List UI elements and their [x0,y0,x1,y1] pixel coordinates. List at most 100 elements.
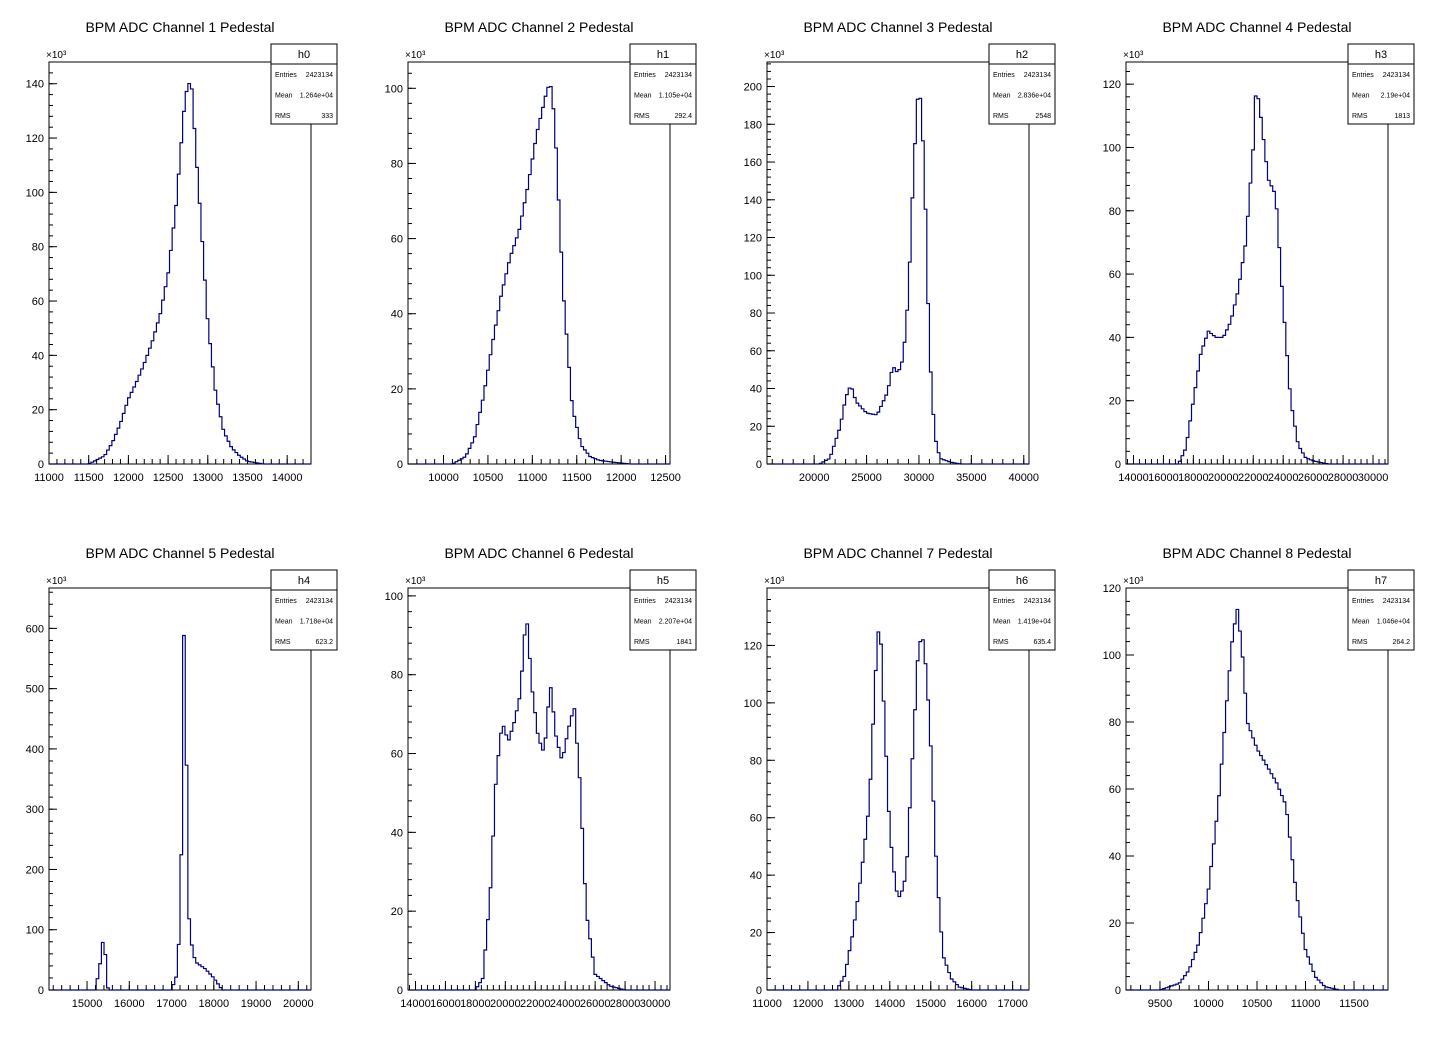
stats-row-label: RMS [1352,113,1368,120]
y-tick-label: 60 [391,234,403,246]
y-exponent-label: ×10³ [46,50,67,61]
y-tick-label: 500 [26,684,44,696]
histogram-line [1126,95,1388,465]
stats-row-value: 2423134 [665,72,692,79]
y-tick-label: 80 [391,158,403,170]
stats-row-value: 1.718e+04 [300,619,333,626]
y-tick-label: 0 [756,985,762,997]
stats-row-label: Entries [993,72,1015,79]
y-tick-label: 40 [750,870,762,882]
x-tick-label: 13000 [834,998,865,1010]
plot-frame [48,61,312,465]
x-tick-label: 28000 [610,998,641,1010]
x-tick-label: 18000 [1178,472,1209,484]
x-tick-label: 13500 [232,472,263,484]
stats-row-value: 2423134 [1024,598,1051,605]
y-tick-label: 200 [744,82,762,94]
y-tick-label: 180 [744,119,762,131]
histogram-panel: BPM ADC Channel 3 Pedestal ×10³ 20000 25000… [744,19,1056,484]
x-tick-label: 11000 [517,472,547,484]
x-tick-label: 10500 [1242,998,1273,1010]
y-tick-label: 160 [744,157,762,169]
y-tick-label: 40 [391,827,403,839]
stats-row-value: 333 [321,113,333,120]
histogram-panel: BPM ADC Channel 5 Pedestal ×10³ 15000 16000… [26,545,338,1010]
stats-row-value: 1.419e+04 [1018,619,1051,626]
y-tick-label: 20 [1109,396,1121,408]
stats-box [270,43,338,125]
x-tick-label: 14000 [272,472,303,484]
y-exponent-label: ×10³ [764,576,785,587]
x-tick-label: 26000 [1298,472,1329,484]
x-tick-label: 20000 [799,472,830,484]
x-tick-label: 25000 [851,472,882,484]
x-tick-label: 10000 [1193,998,1224,1010]
x-tick-label: 11500 [1339,998,1369,1010]
stats-row-value: 2.19e+04 [1381,93,1410,100]
chart-title: BPM ADC Channel 3 Pedestal [803,19,992,35]
y-tick-label: 40 [750,384,762,396]
y-tick-label: 300 [26,804,44,816]
y-tick-label: 20 [391,906,403,918]
x-tick-label: 12500 [650,472,681,484]
y-exponent-label: ×10³ [1123,576,1144,587]
y-tick-label: 80 [750,308,762,320]
x-tick-label: 16000 [430,998,461,1010]
stats-row-value: 1.264e+04 [300,93,333,100]
chart-title: BPM ADC Channel 1 Pedestal [85,19,274,35]
y-tick-label: 0 [756,459,762,471]
x-tick-label: 10500 [473,472,504,484]
stats-row-value: 2423134 [306,72,333,79]
y-tick-label: 600 [26,623,44,635]
stats-box-name: h7 [1375,575,1387,587]
stats-row-value: 1841 [676,639,692,646]
stats-row-label: Mean [634,619,652,626]
chart-title: BPM ADC Channel 2 Pedestal [444,19,633,35]
y-tick-label: 60 [1109,784,1121,796]
x-tick-label: 20000 [490,998,521,1010]
x-tick-label: 24000 [1268,472,1299,484]
y-tick-label: 0 [1115,459,1121,471]
histogram-panel: BPM ADC Channel 1 Pedestal ×10³ 11000 11500… [26,19,338,484]
x-tick-label: 15000 [72,998,103,1010]
x-tick-label: 22000 [1238,472,1269,484]
x-tick-label: 13000 [192,472,223,484]
y-tick-label: 100 [26,925,44,937]
stats-box [1347,43,1415,125]
y-exponent-label: ×10³ [405,576,426,587]
stats-box-name: h2 [1016,49,1028,61]
stats-box-name: h4 [298,575,310,587]
stats-row-value: 623.2 [315,639,333,646]
x-tick-label: 16000 [114,998,145,1010]
y-tick-label: 20 [750,421,762,433]
histogram-line [408,86,670,465]
stats-row-label: RMS [275,113,291,120]
histogram-line [767,97,1029,465]
x-tick-label: 40000 [1008,472,1039,484]
y-tick-label: 80 [391,670,403,682]
y-tick-label: 20 [32,405,44,417]
y-tick-label: 120 [744,640,762,652]
y-exponent-label: ×10³ [405,50,426,61]
plot-frame [407,587,671,991]
histogram-panel: BPM ADC Channel 6 Pedestal ×10³ 14000 16000… [385,545,697,1010]
stats-row-label: Mean [993,619,1011,626]
stats-box [629,43,697,125]
stats-box [1347,569,1415,651]
y-tick-label: 0 [397,985,403,997]
x-tick-label: 12500 [153,472,184,484]
x-tick-label: 12000 [606,472,637,484]
x-tick-label: 11500 [562,472,592,484]
x-tick-label: 9500 [1148,998,1172,1010]
stats-row-label: Mean [634,93,652,100]
y-tick-label: 40 [391,309,403,321]
y-tick-label: 100 [385,83,403,95]
stats-box [629,569,697,651]
x-tick-label: 16000 [956,998,987,1010]
stats-row-value: 292.4 [674,113,692,120]
stats-row-label: Entries [1352,72,1374,79]
stats-row-label: RMS [993,113,1009,120]
x-tick-label: 11500 [74,472,104,484]
x-tick-label: 26000 [580,998,611,1010]
y-tick-label: 0 [38,985,44,997]
